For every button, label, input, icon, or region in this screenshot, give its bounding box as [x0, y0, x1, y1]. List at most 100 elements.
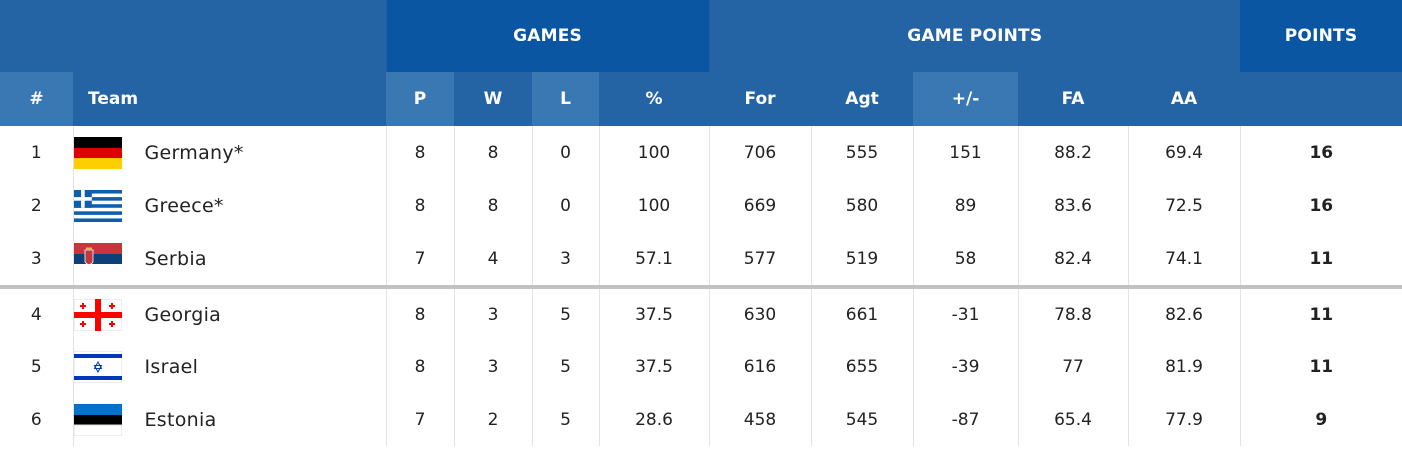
team-cell[interactable]: Georgia [72, 285, 386, 340]
estonia-flag-icon [73, 403, 122, 436]
team-cell[interactable]: Serbia [72, 232, 386, 287]
agt-cell: 545 [810, 393, 914, 446]
team-name[interactable]: Serbia [144, 247, 207, 270]
group-header-row: GAMES GAME POINTS POINTS [0, 0, 1402, 72]
rank-cell: 4 [0, 285, 73, 340]
team-name[interactable]: Israel [144, 355, 199, 378]
team-cell[interactable]: Estonia [72, 393, 386, 446]
table-row: 1 Germany* 8 8 0 100 706 555 151 88.2 69… [0, 126, 1402, 179]
w-cell: 3 [453, 340, 532, 393]
p-cell: 8 [385, 340, 454, 393]
germany-flag-icon [73, 136, 122, 169]
fa-cell: 83.6 [1017, 179, 1129, 232]
agt-cell: 661 [810, 285, 914, 340]
l-cell: 5 [531, 340, 599, 393]
col-header-rank[interactable]: # [0, 72, 73, 126]
for-cell: 706 [708, 126, 812, 179]
points-cell: 16 [1239, 126, 1402, 179]
diff-cell: -39 [912, 340, 1019, 393]
col-header-p[interactable]: P [386, 72, 454, 126]
aa-cell: 82.6 [1127, 285, 1241, 340]
diff-cell: 58 [912, 232, 1019, 287]
col-header-for[interactable]: For [709, 72, 812, 126]
rank-cell: 6 [30, 409, 42, 430]
group-header-games: GAMES [385, 0, 710, 72]
for-cell: 616 [708, 340, 812, 393]
fa-cell: 82.4 [1017, 232, 1129, 287]
team-name[interactable]: Estonia [144, 408, 217, 431]
agt-cell: 519 [810, 232, 914, 287]
l-cell: 5 [531, 285, 599, 340]
for-cell: 577 [708, 232, 812, 287]
p-cell: 8 [385, 179, 454, 232]
col-header-fa[interactable]: FA [1018, 72, 1129, 126]
pct-cell: 57.1 [598, 232, 710, 287]
p-cell: 7 [385, 393, 454, 446]
points-cell: 16 [1239, 179, 1402, 232]
rank-cell: 5 [30, 356, 42, 377]
team-name[interactable]: Georgia [144, 303, 222, 326]
team-cell[interactable]: Greece* [72, 179, 386, 232]
aa-cell: 81.9 [1127, 340, 1241, 393]
group-header-points: POINTS [1240, 0, 1402, 72]
aa-cell: 69.4 [1127, 126, 1241, 179]
table-row: 6 Estonia 7 2 5 28.6 458 545 -87 65.4 77… [0, 393, 1402, 446]
group-header-game-points: GAME POINTS [709, 0, 1241, 72]
points-cell: 11 [1239, 340, 1402, 393]
aa-cell: 77.9 [1127, 393, 1241, 446]
p-cell: 8 [385, 126, 454, 179]
pct-cell: 37.5 [598, 340, 710, 393]
diff-cell: 89 [912, 179, 1019, 232]
fa-cell: 78.8 [1017, 285, 1129, 340]
table-row: 5 Israel 8 3 5 37.5 616 655 - [0, 340, 1402, 393]
points-cell: 11 [1239, 285, 1402, 340]
agt-cell: 555 [810, 126, 914, 179]
col-header-aa[interactable]: AA [1128, 72, 1241, 126]
diff-cell: -31 [912, 285, 1019, 340]
p-cell: 8 [385, 285, 454, 340]
aa-cell: 72.5 [1127, 179, 1241, 232]
col-header-l[interactable]: L [532, 72, 599, 126]
l-cell: 5 [531, 393, 599, 446]
team-cell[interactable]: Israel [72, 340, 386, 393]
pct-cell: 100 [598, 179, 710, 232]
w-cell: 3 [453, 285, 532, 340]
team-name[interactable]: Germany* [144, 141, 244, 164]
w-cell: 8 [453, 179, 532, 232]
col-header-agt[interactable]: Agt [811, 72, 914, 126]
points-cell: 11 [1239, 232, 1402, 287]
israel-flag-icon [73, 350, 122, 383]
points-cell: 9 [1239, 393, 1402, 446]
pct-cell: 100 [598, 126, 710, 179]
rank-cell: 3 [30, 248, 42, 269]
col-header-team[interactable]: Team [73, 72, 386, 126]
fa-cell: 88.2 [1017, 126, 1129, 179]
team-cell[interactable]: Germany* [72, 126, 386, 179]
agt-cell: 655 [810, 340, 914, 393]
team-name[interactable]: Greece* [144, 194, 224, 217]
for-cell: 630 [708, 285, 812, 340]
table-row: 3 Serbia 7 4 3 57.1 577 519 5 [0, 232, 1402, 287]
for-cell: 669 [708, 179, 812, 232]
diff-cell: 151 [912, 126, 1019, 179]
p-cell: 7 [385, 232, 454, 287]
rank-cell: 2 [30, 195, 42, 216]
w-cell: 4 [453, 232, 532, 287]
rank-cell: 1 [30, 142, 42, 163]
fa-cell: 65.4 [1017, 393, 1129, 446]
table-row: 4 Georgia 8 3 5 37.5 [0, 285, 1402, 340]
diff-cell: -87 [912, 393, 1019, 446]
col-header-w[interactable]: W [454, 72, 532, 126]
col-header-points-blank [1240, 72, 1402, 126]
aa-cell: 74.1 [1127, 232, 1241, 287]
col-header-pct[interactable]: % [599, 72, 710, 126]
georgia-flag-icon [73, 298, 122, 331]
greece-flag-icon [73, 189, 122, 222]
agt-cell: 580 [810, 179, 914, 232]
pct-cell: 37.5 [598, 285, 710, 340]
col-header-diff[interactable]: +/- [913, 72, 1019, 126]
l-cell: 0 [531, 179, 599, 232]
serbia-flag-icon [73, 242, 122, 275]
w-cell: 2 [453, 393, 532, 446]
